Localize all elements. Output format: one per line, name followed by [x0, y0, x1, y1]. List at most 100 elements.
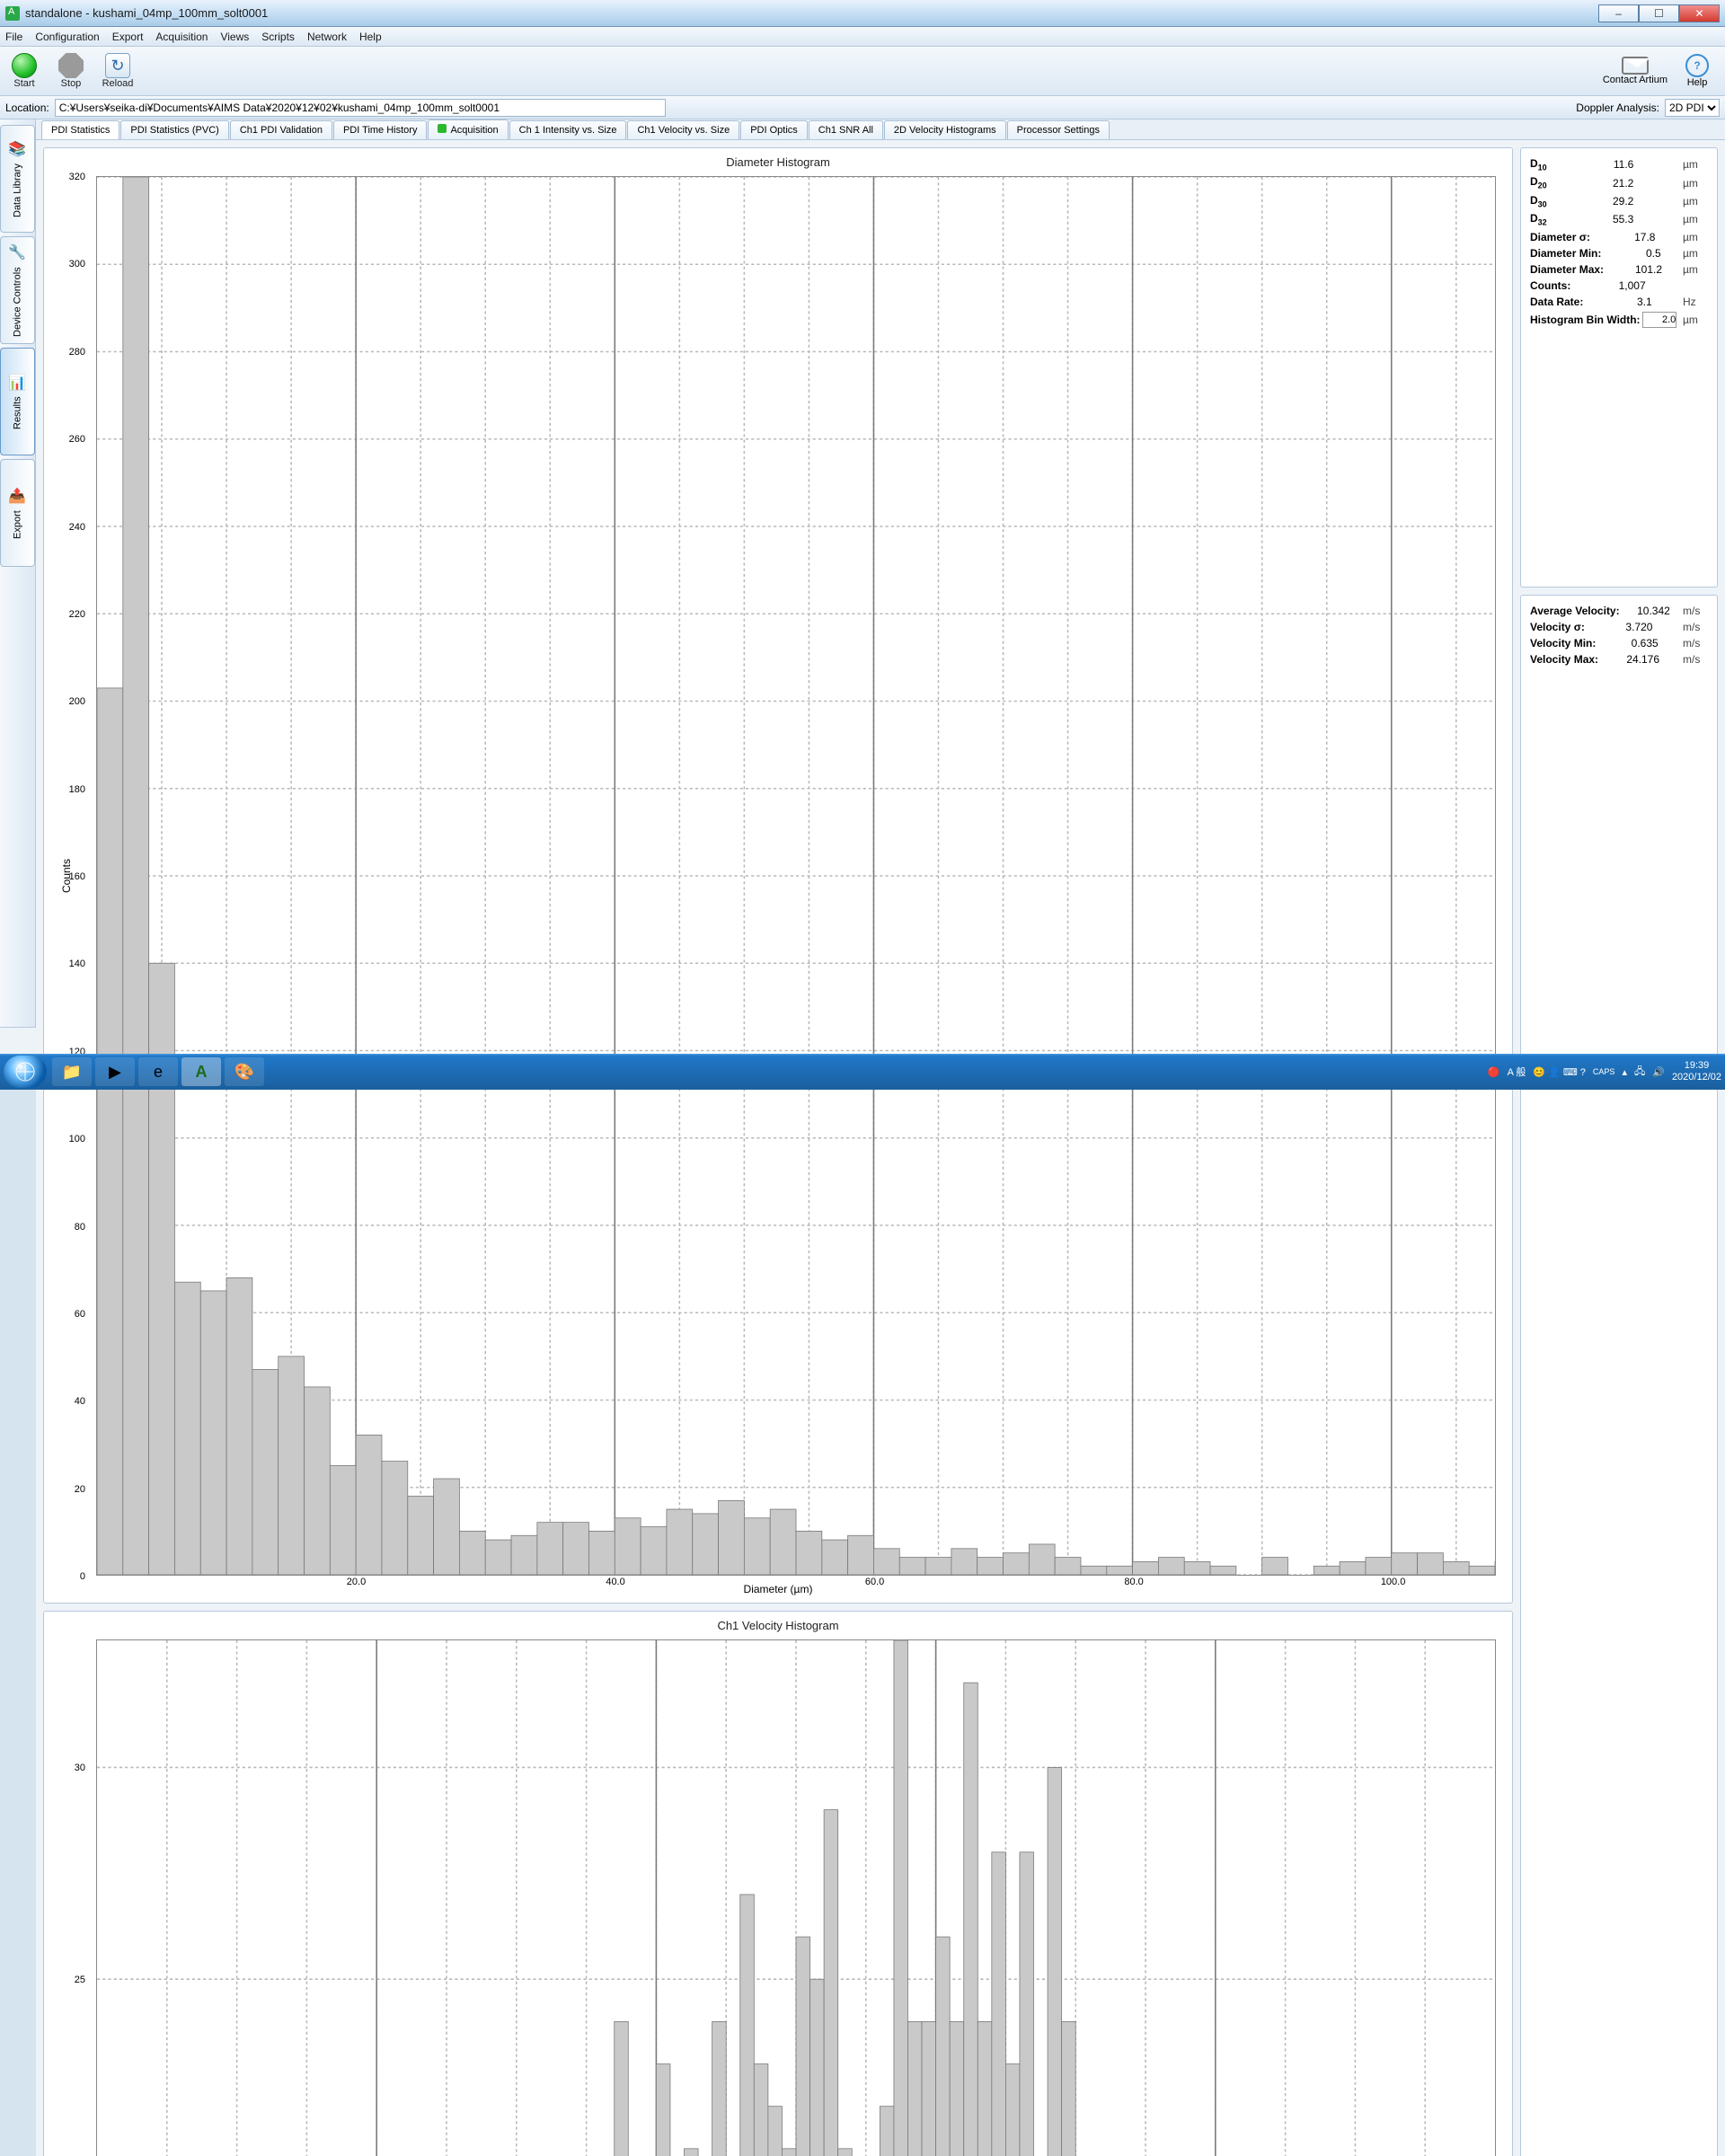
stat-row: Data Rate:3.1Hz — [1530, 296, 1708, 308]
ytick: 240 — [58, 522, 85, 533]
ytick: 200 — [58, 696, 85, 707]
start-label: Start — [13, 78, 34, 89]
sidetab-results[interactable]: Results📊 — [0, 348, 35, 455]
tab-pdi-time-history[interactable]: PDI Time History — [333, 120, 428, 139]
velocity-histogram-panel: Ch1 Velocity Histogram Counts 5101520253… — [43, 1611, 1513, 2156]
stop-button[interactable]: Stop — [52, 53, 90, 89]
start-button[interactable]: Start — [5, 53, 43, 89]
ytick: 0 — [58, 1571, 85, 1582]
reload-label: Reload — [102, 78, 134, 89]
tab-ch1-snr-all[interactable]: Ch1 SNR All — [809, 120, 883, 139]
stop-label: Stop — [61, 78, 82, 89]
minimize-button[interactable]: – — [1598, 4, 1639, 22]
media-task[interactable]: ▶ — [95, 1057, 135, 1086]
sidetab-data-library[interactable]: Data Library📚 — [0, 125, 35, 233]
toolbar: Start Stop ↻ Reload Contact Artium ? Hel… — [0, 47, 1725, 96]
sidetab-device-controls[interactable]: Device Controls🔧 — [0, 236, 35, 344]
xtick: 80.0 — [1124, 1577, 1143, 1587]
start-icon — [12, 53, 37, 78]
sidetab-export[interactable]: Export📤 — [0, 459, 35, 567]
mail-icon — [1622, 57, 1649, 75]
stat-row: Velocity σ:3.720m/s — [1530, 621, 1708, 633]
doppler-select[interactable]: 2D PDI — [1665, 99, 1720, 117]
tray-caps: CAPS — [1593, 1067, 1615, 1076]
ytick: 140 — [58, 959, 85, 969]
chart2-title: Ch1 Velocity Histogram — [51, 1619, 1505, 1632]
menu-network[interactable]: Network — [307, 31, 347, 43]
chart1-title: Diameter Histogram — [51, 155, 1505, 169]
menu-scripts[interactable]: Scripts — [261, 31, 295, 43]
chart1-plot[interactable] — [96, 176, 1496, 1576]
xtick: 60.0 — [865, 1577, 884, 1587]
doppler-label: Doppler Analysis: — [1576, 102, 1659, 114]
ytick: 280 — [58, 347, 85, 358]
ytick: 220 — [58, 609, 85, 620]
paint-task[interactable]: 🎨 — [225, 1057, 264, 1086]
help-label: Help — [1687, 77, 1708, 88]
ytick: 320 — [58, 172, 85, 182]
menu-file[interactable]: File — [5, 31, 22, 43]
stat-row: D2021.2µm — [1530, 175, 1708, 190]
ytick: 260 — [58, 434, 85, 445]
stat-row: D3255.3µm — [1530, 212, 1708, 226]
taskbar: 📁 ▶ e A 🎨 🔴 A 般 😊 👤 ⌨ ? CAPS ▴ 🖧 🔊 19:39… — [0, 1054, 1725, 1090]
help-button[interactable]: ? Help — [1685, 54, 1709, 88]
reload-button[interactable]: ↻ Reload — [99, 53, 137, 89]
ytick: 20 — [58, 1484, 85, 1495]
help-icon: ? — [1685, 54, 1709, 77]
ytick: 40 — [58, 1396, 85, 1407]
windows-icon — [14, 1061, 36, 1082]
tab-2d-velocity-histograms[interactable]: 2D Velocity Histograms — [884, 120, 1006, 139]
tab-ch1-velocity-vs-size[interactable]: Ch1 Velocity vs. Size — [627, 120, 739, 139]
stat-row: Average Velocity:10.342m/s — [1530, 605, 1708, 617]
side-tabs: Data Library📚Device Controls🔧 Results📊 Exp… — [0, 119, 36, 1027]
stat-row: Diameter Min:0.5µm — [1530, 247, 1708, 260]
tab-pdi-statistics-pvc-[interactable]: PDI Statistics (PVC) — [120, 120, 228, 139]
titlebar: standalone - kushami_04mp_100mm_solt0001… — [0, 0, 1725, 27]
tray-flag-icon[interactable]: 🔴 — [1488, 1066, 1500, 1078]
location-input[interactable] — [55, 99, 666, 117]
app-icon — [5, 6, 20, 21]
maximize-button[interactable]: ☐ — [1639, 4, 1679, 22]
stat-row: D3029.2µm — [1530, 194, 1708, 208]
tab-pdi-statistics[interactable]: PDI Statistics — [41, 120, 119, 139]
stat-row: Diameter Max:101.2µm — [1530, 263, 1708, 276]
ytick: 60 — [58, 1309, 85, 1320]
app-task[interactable]: A — [181, 1057, 221, 1086]
ytick: 300 — [58, 259, 85, 270]
ytick: 30 — [58, 1763, 85, 1773]
menu-configuration[interactable]: Configuration — [35, 31, 99, 43]
tray-ime[interactable]: A 般 — [1508, 1065, 1526, 1079]
chart2-plot[interactable] — [96, 1639, 1496, 2156]
menubar: File Configuration Export Acquisition Views S… — [0, 27, 1725, 47]
location-label: Location: — [5, 102, 49, 114]
close-button[interactable]: ✕ — [1679, 4, 1720, 22]
menu-views[interactable]: Views — [220, 31, 249, 43]
tray-chevron-icon[interactable]: ▴ — [1622, 1066, 1627, 1078]
stat-row: D1011.6µm — [1530, 157, 1708, 172]
ie-task[interactable]: e — [138, 1057, 178, 1086]
stop-icon — [58, 53, 84, 78]
tab-processor-settings[interactable]: Processor Settings — [1007, 120, 1110, 139]
menu-help[interactable]: Help — [359, 31, 382, 43]
location-bar: Location: Doppler Analysis: 2D PDI — [0, 96, 1725, 119]
histogram-bin-width-row: Histogram Bin Width:µm — [1530, 312, 1708, 328]
tab-pdi-optics[interactable]: PDI Optics — [740, 120, 808, 139]
tab-acquisition[interactable]: Acquisition — [428, 119, 508, 139]
contact-button[interactable]: Contact Artium — [1603, 57, 1668, 85]
diameter-histogram-panel: Diameter Histogram Counts 02040608010012… — [43, 147, 1513, 1604]
ytick: 100 — [58, 1134, 85, 1144]
reload-icon: ↻ — [105, 53, 130, 78]
tab-ch1-pdi-validation[interactable]: Ch1 PDI Validation — [230, 120, 332, 139]
menu-export[interactable]: Export — [112, 31, 144, 43]
velocity-stats-panel: Average Velocity:10.342m/s Velocity σ:3.7… — [1520, 595, 1718, 2156]
tab-ch-1-intensity-vs-size[interactable]: Ch 1 Intensity vs. Size — [509, 120, 627, 139]
start-orb[interactable] — [4, 1056, 47, 1088]
menu-acquisition[interactable]: Acquisition — [155, 31, 208, 43]
explorer-task[interactable]: 📁 — [52, 1057, 92, 1086]
tray-volume-icon[interactable]: 🔊 — [1652, 1066, 1665, 1078]
stat-row: Velocity Max:24.176m/s — [1530, 653, 1708, 666]
tray-clock[interactable]: 19:39 2020/12/02 — [1672, 1060, 1721, 1083]
xtick: 40.0 — [606, 1577, 624, 1587]
bin-width-input[interactable] — [1642, 312, 1676, 328]
